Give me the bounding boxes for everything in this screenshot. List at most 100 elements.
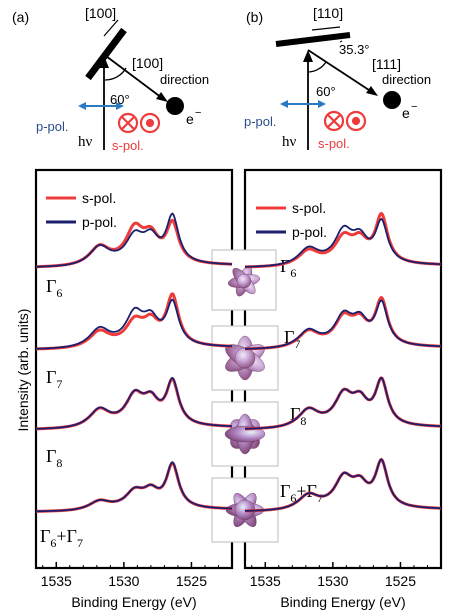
- left-label-0-base: Γ: [46, 276, 56, 296]
- left-label-1-sub: 7: [56, 377, 62, 391]
- inset-label-3-sub: 6: [290, 491, 296, 505]
- left-label-0: Γ6: [46, 276, 62, 300]
- orbital-inset-gamma7: [211, 325, 279, 391]
- plot-frame-left: [34, 168, 234, 570]
- spectrum-p-pol-left-3: [36, 461, 232, 513]
- axis-top-label-a: [100]: [85, 5, 116, 21]
- legend-s-label-left: s-pol.: [82, 190, 116, 206]
- left-label-3-base: Γ: [40, 526, 50, 546]
- angle-label-b: 60°: [316, 84, 336, 99]
- left-label-1: Γ7: [46, 367, 62, 391]
- left-label-3: Γ6+Γ7: [40, 526, 83, 550]
- spectrum-p-pol-right-3: [245, 458, 441, 512]
- electron-label-a: e: [186, 111, 194, 127]
- inset-label-0-sub: 6: [290, 266, 296, 280]
- x-tick-label: 1530: [317, 573, 348, 589]
- left-label-2-base: Γ: [46, 446, 56, 466]
- inset-label-1: Γ7: [284, 327, 300, 351]
- inset-label-0: Γ6: [280, 256, 296, 280]
- spectrum-s-pol-left-2: [36, 376, 232, 431]
- inset-label-3: Γ6+Γ7: [280, 481, 323, 505]
- spectrum-p-pol-left-2: [36, 376, 233, 430]
- inset-label-2-sub: 8: [300, 414, 306, 428]
- photon-arrowhead-a: [99, 56, 109, 68]
- inset-labels: Γ6 Γ7 Γ8 Γ6+Γ7: [280, 256, 323, 505]
- s-pol-dot-icon-a: [139, 112, 161, 134]
- p-pol-arrowhead-right-a: [116, 102, 124, 110]
- panel-label-b: (b): [246, 9, 263, 25]
- spectrum-p-pol-right-1: [245, 299, 441, 350]
- spectrum-s-pol-left-1: [36, 292, 232, 351]
- axis-top-mark-a: [103, 19, 119, 37]
- left-label-2: Γ8: [46, 446, 62, 470]
- legend-left: s-pol. p-pol.: [46, 190, 117, 230]
- angle-arc-b: [307, 61, 327, 73]
- photon-arrowhead-b: [303, 50, 313, 62]
- electron-dot-a: [166, 97, 184, 115]
- tilt-angle-label-b: 35.3°: [339, 42, 370, 57]
- x-tick-label: 1525: [176, 573, 207, 589]
- tilt-tick-b: [339, 40, 343, 43]
- left-label-3-suffix-sub: 7: [77, 536, 83, 550]
- inset-label-2: Γ8: [290, 404, 306, 428]
- x-tick-label: 1525: [385, 573, 416, 589]
- electron-label-b: e: [402, 105, 410, 121]
- electron-sup-b: −: [411, 101, 417, 113]
- spectrum-p-pol-right-0: [245, 217, 441, 268]
- electron-dot-b: [383, 91, 401, 109]
- inset-label-2-base: Γ: [290, 404, 300, 424]
- inset-label-0-base: Γ: [280, 256, 290, 276]
- inset-label-1-base: Γ: [284, 327, 294, 347]
- p-pol-arrowhead-right-b: [318, 100, 326, 108]
- inset-label-1-sub: 7: [294, 337, 300, 351]
- inset-label-3-suffix-sub: 7: [317, 491, 323, 505]
- emission-arrowhead-b: [366, 86, 378, 96]
- sample-plate-a: [85, 27, 127, 81]
- spectrum-s-pol-left-0: [36, 218, 233, 269]
- left-spectrum-labels: Γ6 Γ7 Γ8 Γ6+Γ7: [40, 276, 83, 550]
- p-pol-label-b: p-pol.: [244, 114, 277, 129]
- photon-label-b: hν: [282, 134, 297, 150]
- emission-line-b: [307, 49, 373, 93]
- left-label-3-sub: 6: [50, 536, 56, 550]
- axis-top-label-b: [110]: [313, 5, 343, 21]
- angle-arc-a: [104, 67, 127, 81]
- left-label-1-base: Γ: [46, 367, 56, 387]
- spectra-layer: 1535 1530 1525 1535 1530 1525: [35, 211, 442, 589]
- emission-line-a: [105, 55, 163, 99]
- orbital-inset-gamma8: [211, 401, 279, 467]
- y-axis-label: Intensity (arb. units): [15, 309, 31, 432]
- schematic-b: (b) [110] 35.3° [111] direction 60° hν e…: [244, 5, 431, 151]
- left-label-2-sub: 8: [56, 456, 62, 470]
- s-pol-cross-icon-b: [323, 110, 345, 132]
- legend-p-label-left: p-pol.: [82, 214, 117, 230]
- p-pol-arrowhead-left-a: [78, 102, 86, 110]
- spectrum-p-pol-left-0: [35, 212, 233, 268]
- axis-emission-label-b: [111]: [372, 56, 401, 72]
- direction-label-a: direction: [160, 72, 209, 87]
- spectrum-p-pol-left-1: [36, 298, 233, 350]
- sample-plate-b: [275, 32, 351, 47]
- axis-top-mark-b: [311, 26, 341, 31]
- x-tick-label: 1535: [250, 573, 281, 589]
- x-tick-label: 1530: [108, 573, 139, 589]
- spectrum-p-pol-right-2: [245, 376, 442, 430]
- s-pol-label-a: s-pol.: [112, 138, 144, 153]
- p-pol-arrowhead-left-b: [280, 100, 288, 108]
- direction-label-b: direction: [382, 72, 431, 87]
- orbital-inset-gamma6: [211, 249, 277, 311]
- x-axis-label-left: Binding Energy (eV): [71, 594, 196, 610]
- inset-label-3-base: Γ: [280, 481, 290, 501]
- left-label-0-sub: 6: [56, 286, 62, 300]
- legend-s-label-right: s-pol.: [292, 200, 326, 216]
- legend-p-label-right: p-pol.: [292, 224, 327, 240]
- left-label-3-suffix: +Γ: [56, 526, 77, 546]
- electron-sup-a: −: [195, 107, 201, 119]
- schematic-a: (a) [100] [100] direction 60° hν e − p-p…: [12, 5, 209, 153]
- axis-emission-label-a: [100]: [132, 55, 163, 71]
- photon-label-a: hν: [78, 134, 93, 150]
- panel-label-a: (a): [12, 9, 29, 25]
- s-pol-cross-icon-a: [117, 112, 139, 134]
